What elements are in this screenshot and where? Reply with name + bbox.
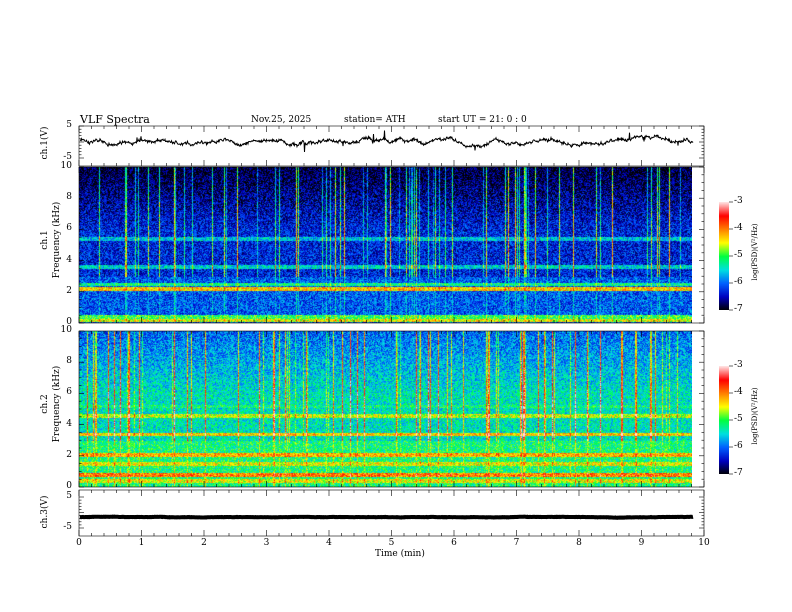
- x-tick-label: 8: [576, 538, 582, 548]
- colorbar-tick-label: -6: [734, 441, 743, 451]
- y-tick-label: 8: [66, 356, 72, 367]
- x-tick-label: 3: [263, 538, 270, 548]
- chart-title: VLF Spectra: [80, 113, 150, 126]
- ch1-spectrogram-ylabel: Frequency (kHz): [52, 201, 62, 279]
- colorbar-tick-label: -4: [734, 223, 743, 233]
- ch2-spectrogram-ylabel: Frequency (kHz): [52, 365, 62, 443]
- ch1-waveform-line: [79, 130, 694, 153]
- x-tick-label: 10: [698, 538, 710, 548]
- ch2-colorbar-label: log(PSD)(V²/Hz): [751, 387, 759, 445]
- date-label: Nov.25, 2025: [251, 115, 312, 125]
- colorbar-tick-label: -5: [734, 414, 743, 424]
- ch3-waveform-line: [80, 514, 694, 520]
- ch1-waveform-ylabel: ch.1(V): [40, 126, 50, 160]
- start-time-label: start UT = 21: 0 : 0: [438, 115, 527, 125]
- y-tick-label: 5: [66, 120, 72, 130]
- y-tick-label: 4: [66, 254, 72, 265]
- x-axis-label: Time (min): [375, 549, 425, 559]
- y-tick-label: 5: [66, 491, 72, 501]
- colorbar-tick-label: -7: [734, 468, 743, 478]
- y-tick-label: 10: [60, 161, 72, 171]
- y-tick-label: -5: [63, 152, 72, 162]
- colorbar-tick-label: -7: [734, 304, 743, 314]
- colorbar-tick-label: -3: [734, 360, 743, 370]
- y-tick-label: 2: [66, 449, 72, 460]
- y-tick-label: 4: [66, 418, 72, 429]
- x-tick-label: 6: [451, 538, 457, 548]
- ch1-colorbar-label: log(PSD)(V²/Hz): [751, 223, 759, 281]
- ch2-spectrogram-channel-label: ch.2: [40, 394, 50, 414]
- y-tick-label: 10: [60, 325, 72, 335]
- x-tick-label: 0: [76, 538, 82, 548]
- y-tick-label: 2: [66, 285, 72, 296]
- ch1-colorbar: [719, 202, 729, 310]
- x-tick-label: 7: [513, 538, 520, 548]
- panel-frame: [78, 166, 705, 324]
- y-tick-label: 6: [66, 387, 72, 398]
- ch3-waveform-ylabel: ch.3(V): [40, 495, 50, 529]
- x-tick-label: 2: [201, 538, 207, 548]
- y-tick-label: 0: [66, 481, 72, 491]
- colorbar-tick-label: -5: [734, 250, 743, 260]
- ch2-spectrogram-heatmap: [79, 331, 692, 487]
- x-tick-label: 9: [638, 538, 645, 548]
- x-tick-label: 5: [388, 538, 395, 548]
- colorbar-tick-label: -6: [734, 277, 743, 287]
- station-label: station= ATH: [344, 115, 406, 125]
- panel-frame: [78, 330, 705, 488]
- y-tick-label: -5: [63, 522, 72, 532]
- panel-frame: [78, 489, 705, 537]
- colorbar-tick-label: -3: [734, 196, 743, 206]
- colorbar-tick-label: -4: [734, 387, 743, 397]
- y-tick-label: 8: [66, 192, 72, 203]
- x-tick-label: 1: [138, 538, 145, 548]
- x-tick-label: 4: [326, 538, 332, 548]
- y-tick-label: 0: [66, 317, 72, 327]
- ch2-colorbar: [719, 366, 729, 474]
- ch1-spectrogram-heatmap: [79, 167, 692, 323]
- y-tick-label: 6: [66, 223, 72, 234]
- ch1-spectrogram-channel-label: ch.1: [40, 230, 50, 250]
